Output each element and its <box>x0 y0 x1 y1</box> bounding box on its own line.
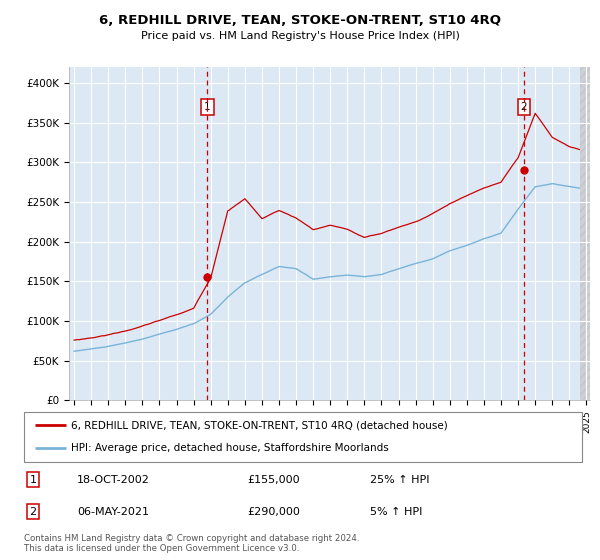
Text: Contains HM Land Registry data © Crown copyright and database right 2024.
This d: Contains HM Land Registry data © Crown c… <box>24 534 359 553</box>
Bar <box>580 67 592 400</box>
Text: 1: 1 <box>29 475 37 484</box>
Text: £290,000: £290,000 <box>247 507 300 517</box>
Text: 1: 1 <box>204 102 211 112</box>
Text: 2: 2 <box>29 507 37 517</box>
Text: Price paid vs. HM Land Registry's House Price Index (HPI): Price paid vs. HM Land Registry's House … <box>140 31 460 41</box>
Text: 2: 2 <box>521 102 527 112</box>
Text: 25% ↑ HPI: 25% ↑ HPI <box>370 475 430 484</box>
Text: 6, REDHILL DRIVE, TEAN, STOKE-ON-TRENT, ST10 4RQ: 6, REDHILL DRIVE, TEAN, STOKE-ON-TRENT, … <box>99 14 501 27</box>
Text: HPI: Average price, detached house, Staffordshire Moorlands: HPI: Average price, detached house, Staf… <box>71 444 389 454</box>
Text: £155,000: £155,000 <box>247 475 300 484</box>
Text: 6, REDHILL DRIVE, TEAN, STOKE-ON-TRENT, ST10 4RQ (detached house): 6, REDHILL DRIVE, TEAN, STOKE-ON-TRENT, … <box>71 420 448 430</box>
Text: 18-OCT-2002: 18-OCT-2002 <box>77 475 150 484</box>
Text: 06-MAY-2021: 06-MAY-2021 <box>77 507 149 517</box>
Text: 5% ↑ HPI: 5% ↑ HPI <box>370 507 422 517</box>
FancyBboxPatch shape <box>24 412 582 462</box>
